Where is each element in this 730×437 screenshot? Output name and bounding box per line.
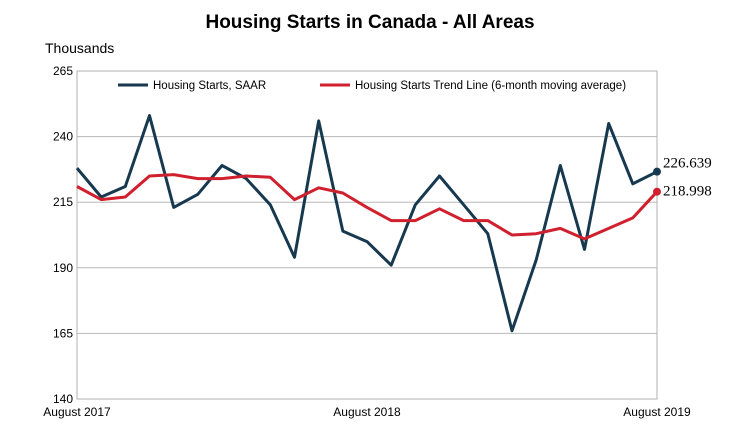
y-axis-unit-label: Thousands (45, 40, 114, 56)
y-tick-label: 190 (53, 261, 73, 275)
x-tick-label: August 2018 (333, 405, 401, 419)
x-tick-label: August 2017 (43, 405, 111, 419)
y-tick-label: 165 (53, 326, 73, 340)
x-axis-ticks: August 2017 August 2018 August 2019 (43, 405, 691, 419)
legend-label-series-1: Housing Starts, SAAR (153, 80, 266, 92)
series-line-2 (76, 173, 659, 241)
series-group (75, 114, 661, 333)
series-end-value-2: 218.998 (663, 184, 712, 200)
plot-area (76, 70, 658, 400)
series-end-marker-2 (653, 187, 661, 196)
end-labels: 226.639 218.998 (663, 156, 712, 200)
y-tick-label: 215 (53, 195, 73, 209)
series-end-marker-1 (653, 167, 661, 176)
chart-title: Housing Starts in Canada - All Areas (205, 12, 534, 33)
legend-label-series-2: Housing Starts Trend Line (6-month movin… (355, 80, 626, 92)
x-tick-label: August 2019 (623, 405, 691, 419)
y-tick-label: 140 (53, 392, 73, 406)
series-line-1 (75, 114, 658, 333)
y-axis-ticks: 140 165 190 215 240 265 (53, 64, 73, 406)
legend: Housing Starts, SAAR Housing Starts Tren… (118, 80, 626, 92)
y-tick-label: 265 (53, 64, 73, 78)
series-end-value-1: 226.639 (663, 156, 712, 172)
y-tick-label: 240 (53, 130, 73, 144)
